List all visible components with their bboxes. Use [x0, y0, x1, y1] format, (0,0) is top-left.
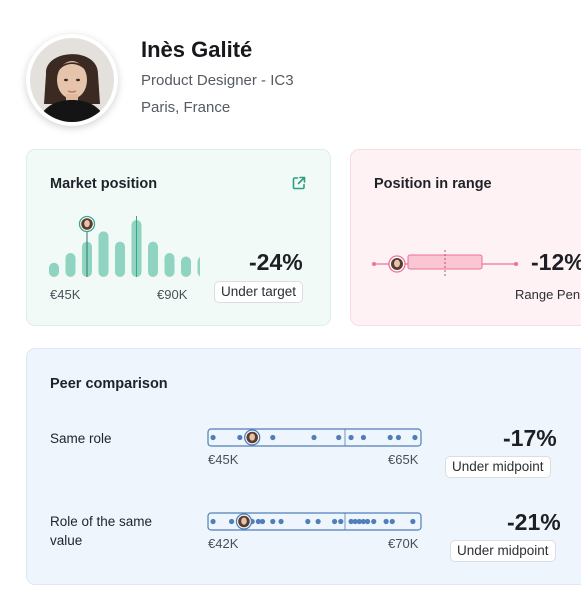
range-percent: -12% [531, 249, 581, 275]
market-axis-max: €90K [157, 287, 188, 302]
peer-point [210, 434, 216, 441]
histogram-bar [98, 231, 109, 277]
position-in-range-card: Position in range -12% Range Pen [350, 149, 581, 326]
peer-point [412, 434, 418, 441]
peer-point [360, 518, 367, 525]
histogram-bar [148, 241, 158, 277]
histogram-bar [49, 262, 59, 277]
strip-frame [207, 428, 422, 447]
peer-point [348, 518, 354, 525]
peer-row-same-role-percent: -17% [503, 425, 557, 451]
market-axis-min: €45K [50, 287, 81, 302]
external-link-icon[interactable] [291, 175, 307, 191]
histogram-bar [65, 253, 76, 277]
peer-point [348, 434, 354, 441]
peer-point [371, 518, 377, 525]
peer-point [315, 518, 321, 525]
avatar [26, 34, 118, 126]
peer-point [332, 518, 338, 525]
peer-point [395, 434, 402, 441]
range-boxplot [372, 250, 518, 278]
peer-point [364, 518, 371, 525]
peer-row-same-role-label: Same role [50, 431, 112, 446]
peer-strip-same-role [207, 428, 422, 447]
market-position-title: Market position [50, 176, 158, 192]
profile-location: Paris, France [141, 99, 231, 116]
peer-comparison-title: Peer comparison [50, 376, 168, 392]
profile-role: Product Designer - IC3 [141, 72, 294, 89]
peer-point [210, 518, 216, 525]
peer-point [352, 518, 358, 525]
peer-point [278, 518, 284, 525]
range-subtitle: Range Pen [515, 287, 581, 302]
self-marker [244, 429, 261, 446]
peer-point [387, 434, 393, 441]
self-marker [235, 513, 253, 530]
range-min-point [372, 262, 376, 266]
histogram-bar [197, 257, 200, 277]
peer-point [410, 518, 416, 525]
strip-frame [207, 512, 422, 531]
histogram-bar [181, 256, 191, 277]
peer-point [270, 518, 276, 525]
peer-row-same-value-label: Role of the same value [50, 514, 153, 548]
person-portrait-icon [30, 38, 114, 122]
peer-point [259, 518, 266, 525]
market-histogram [49, 215, 200, 277]
peer-point [336, 434, 342, 441]
peer-row-same-value-max: €70K [388, 536, 419, 551]
market-position-card: Market position €45K €90K -24% Under tar… [26, 149, 331, 326]
peer-point [389, 518, 395, 525]
peer-row-same-role-status: Under midpoint [445, 456, 551, 478]
peer-row-same-value-status: Under midpoint [450, 540, 556, 562]
peer-point [383, 518, 389, 525]
peer-point [229, 518, 235, 525]
peer-strip-same-value [207, 512, 422, 531]
peer-point [270, 434, 276, 441]
peer-point [356, 518, 362, 525]
peer-point [305, 518, 311, 525]
position-in-range-title: Position in range [374, 176, 492, 192]
histogram-self-marker [78, 215, 96, 233]
histogram-bar [164, 253, 175, 277]
peer-point [360, 434, 367, 441]
peer-row-same-role-max: €65K [388, 452, 419, 467]
range-max-point [514, 262, 518, 266]
market-percent: -24% [249, 249, 303, 275]
peer-point [338, 518, 344, 525]
peer-comparison-card: Peer comparison Same role €45K €65K -17%… [26, 348, 581, 585]
peer-point [255, 518, 261, 525]
peer-point [237, 434, 243, 441]
peer-row-same-value-percent: -21% [507, 509, 561, 535]
market-status-badge: Under target [214, 281, 304, 303]
peer-row-same-role-min: €45K [208, 452, 239, 467]
peer-row-same-value-min: €42K [208, 536, 239, 551]
profile-name: Inès Galité [141, 37, 253, 62]
self-marker [388, 255, 406, 273]
histogram-bar [115, 241, 125, 277]
peer-point [311, 434, 317, 441]
